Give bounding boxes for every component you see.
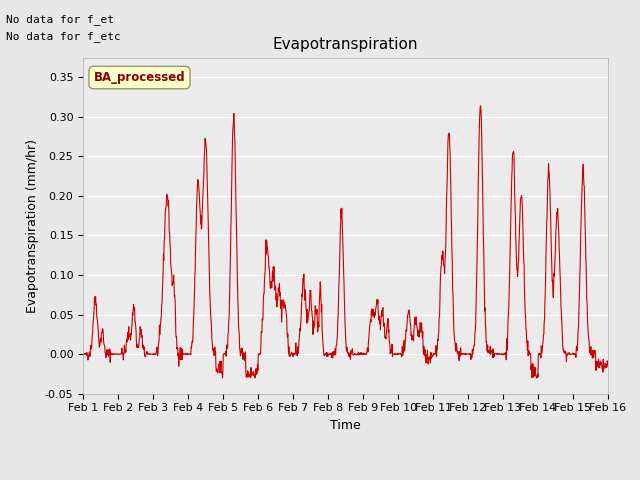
Text: No data for f_et: No data for f_et [6,14,115,25]
Text: No data for f_etc: No data for f_etc [6,31,121,42]
Y-axis label: Evapotranspiration (mm/hr): Evapotranspiration (mm/hr) [26,139,39,312]
Title: Evapotranspiration: Evapotranspiration [273,37,419,52]
Text: BA_processed: BA_processed [93,71,186,84]
X-axis label: Time: Time [330,419,361,432]
Legend: ET-Tower: ET-Tower [301,474,390,480]
